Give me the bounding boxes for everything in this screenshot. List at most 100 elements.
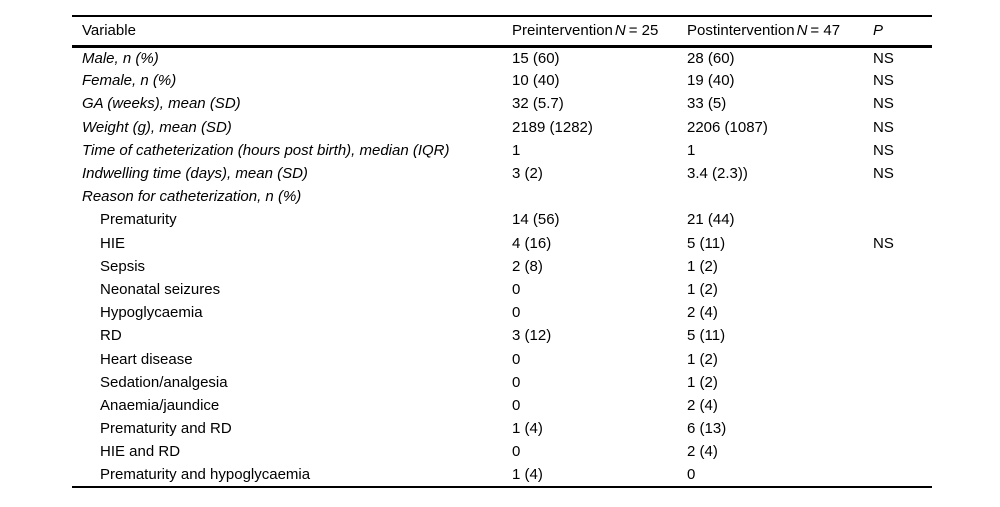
row-label: Indwelling time (days), mean (SD)	[82, 165, 308, 183]
row-p-value	[873, 324, 932, 347]
row-p-value: NS	[873, 165, 894, 183]
row-p-value	[873, 185, 932, 208]
row-label: RD	[100, 327, 122, 345]
row-p-value: NS	[873, 234, 894, 252]
table-row: Time of catheterization (hours post birt…	[72, 139, 932, 162]
row-label: Prematurity and RD	[100, 420, 232, 438]
header-pre-n-value: = 25	[628, 22, 659, 40]
row-post-value: 5 (11)	[687, 327, 726, 345]
table-row: Sedation/analgesia 0 1 (2)	[72, 371, 932, 394]
table-row: Sepsis 2 (8) 1 (2)	[72, 255, 932, 278]
row-post-value: 0	[687, 465, 696, 483]
row-p-value	[873, 463, 932, 486]
row-label: Anaemia/jaundice	[100, 396, 220, 414]
row-post-value: 1	[687, 141, 696, 159]
header-preintervention: Preintervention N = 25	[512, 16, 687, 48]
row-label: GA (weeks), mean (SD)	[82, 95, 241, 113]
row-pre-value: 2 (8)	[512, 257, 543, 275]
header-row: Variable Preintervention N = 25 Postinterv…	[72, 16, 932, 48]
table-row: Reason for catheterization, n (%)	[72, 185, 932, 208]
row-label: Weight (g), mean (SD)	[82, 118, 232, 136]
row-post-value: 3.4 (2.3))	[687, 165, 748, 183]
row-pre-value: 15 (60)	[512, 49, 560, 67]
row-label: HIE	[100, 234, 126, 252]
row-pre-value: 10 (40)	[512, 72, 560, 90]
row-post-value: 33 (5)	[687, 95, 727, 113]
table-row: Weight (g), mean (SD) 2189 (1282) 2206 (…	[72, 116, 932, 139]
row-p-value	[873, 347, 932, 370]
row-label: Prematurity	[100, 211, 177, 229]
row-pre-value: 32 (5.7)	[512, 95, 564, 113]
row-p-value	[873, 255, 932, 278]
table-row: Female, n (%) 10 (40) 19 (40) NS	[72, 69, 932, 92]
row-label: Neonatal seizures	[100, 280, 221, 298]
table-row: Indwelling time (days), mean (SD) 3 (2) …	[72, 162, 932, 185]
row-p-value	[873, 208, 932, 231]
header-variable: Variable	[72, 16, 512, 48]
row-post-value	[687, 185, 873, 208]
row-post-value: 21 (44)	[687, 211, 735, 229]
row-p-value: NS	[873, 118, 894, 136]
row-post-value: 6 (13)	[687, 420, 727, 438]
row-label: Hypoglycaemia	[100, 304, 203, 322]
table-row: Heart disease 0 1 (2)	[72, 347, 932, 370]
table-row: Prematurity and hypoglycaemia 1 (4) 0	[72, 463, 932, 486]
row-pre-value: 1	[512, 141, 521, 159]
row-pre-value: 0	[512, 304, 521, 322]
row-p-value	[873, 301, 932, 324]
row-pre-value: 0	[512, 396, 521, 414]
row-p-value	[873, 440, 932, 463]
header-postintervention: Postintervention N = 47	[687, 16, 873, 48]
row-p-value: NS	[873, 95, 894, 113]
row-pre-value: 3 (2)	[512, 165, 543, 183]
table-row: Prematurity and RD 1 (4) 6 (13)	[72, 417, 932, 440]
row-pre-value: 0	[512, 280, 521, 298]
header-preintervention-label: Preintervention	[512, 22, 613, 40]
row-pre-value: 4 (16)	[512, 234, 552, 252]
row-pre-value: 1 (4)	[512, 465, 543, 483]
row-post-value: 2 (4)	[687, 443, 718, 461]
header-post-n-value: = 47	[810, 22, 841, 40]
row-pre-value	[512, 185, 687, 208]
row-label: Time of catheterization (hours post birt…	[82, 141, 450, 159]
table-header: Variable Preintervention N = 25 Postinterv…	[72, 16, 932, 48]
table-row: HIE 4 (16) 5 (11) NS	[72, 232, 932, 255]
row-label: HIE and RD	[100, 443, 181, 461]
table-row: HIE and RD 0 2 (4)	[72, 440, 932, 463]
row-post-value: 19 (40)	[687, 72, 735, 90]
row-p-value: NS	[873, 72, 894, 90]
row-p-value	[873, 394, 932, 417]
row-label: Sepsis	[100, 257, 146, 275]
header-post-n-symbol: N	[796, 22, 808, 40]
table-row: Anaemia/jaundice 0 2 (4)	[72, 394, 932, 417]
row-pre-value: 3 (12)	[512, 327, 552, 345]
header-p-value: P	[873, 16, 932, 48]
table-body: Male, n (%) 15 (60) 28 (60) NS Female, n…	[72, 46, 932, 487]
row-p-value: NS	[873, 141, 894, 159]
row-post-value: 28 (60)	[687, 49, 735, 67]
row-post-value: 1 (2)	[687, 257, 718, 275]
row-post-value: 2 (4)	[687, 304, 718, 322]
row-label: Sedation/analgesia	[100, 373, 228, 391]
table-row: Hypoglycaemia 0 2 (4)	[72, 301, 932, 324]
row-pre-value: 0	[512, 350, 521, 368]
row-p-value	[873, 278, 932, 301]
row-pre-value: 2189 (1282)	[512, 118, 593, 136]
row-post-value: 5 (11)	[687, 234, 726, 252]
row-pre-value: 1 (4)	[512, 420, 543, 438]
paper-table: Variable Preintervention N = 25 Postinterv…	[72, 15, 932, 488]
row-post-value: 1 (2)	[687, 373, 718, 391]
row-label: Heart disease	[100, 350, 193, 368]
row-label: Female, n (%)	[82, 72, 177, 90]
table-row: Prematurity 14 (56) 21 (44)	[72, 208, 932, 231]
header-pre-n-symbol: N	[614, 22, 626, 40]
row-pre-value: 0	[512, 373, 521, 391]
paper-table-container: Variable Preintervention N = 25 Postinterv…	[72, 15, 932, 488]
table-row: Male, n (%) 15 (60) 28 (60) NS	[72, 46, 932, 69]
row-pre-value: 14 (56)	[512, 211, 560, 229]
row-label: Male, n (%)	[82, 49, 159, 67]
row-label: Prematurity and hypoglycaemia	[100, 465, 311, 483]
table-row: Neonatal seizures 0 1 (2)	[72, 278, 932, 301]
row-p-value: NS	[873, 49, 894, 67]
row-post-value: 2 (4)	[687, 396, 718, 414]
